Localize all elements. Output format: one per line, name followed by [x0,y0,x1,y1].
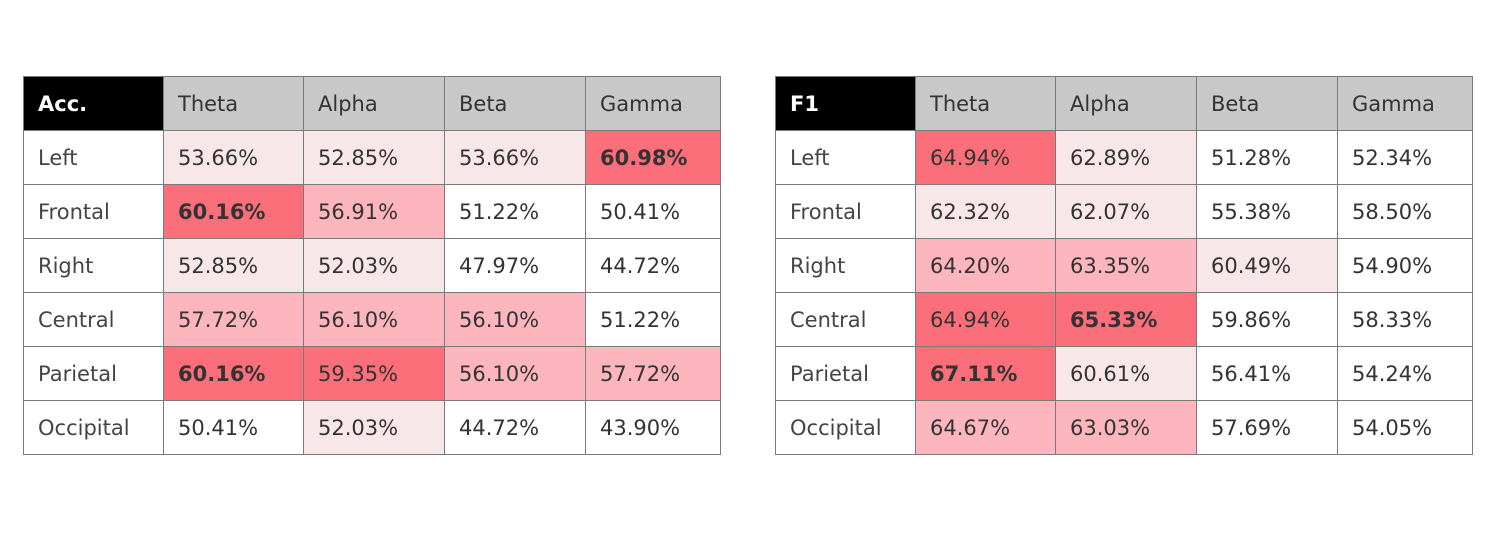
row-label: Right [23,238,164,293]
value-cell-alpha: 63.35% [1055,238,1197,293]
row-label: Occipital [775,400,916,455]
value-cell-beta: 47.97% [444,238,586,293]
value-cell-beta: 56.41% [1196,346,1338,401]
f1-table: F1 Theta Alpha Beta Gamma Left 64.94% 62.8… [775,76,1473,455]
value-cell-theta: 62.32% [915,184,1056,239]
table-row: Frontal 62.32% 62.07% 55.38% 58.50% [775,184,1473,239]
value-cell-theta: 60.16% [163,346,304,401]
f1-table-body: Left 64.94% 62.89% 51.28% 52.34% Frontal 62.32… [775,130,1473,455]
value-cell-alpha: 63.03% [1055,400,1197,455]
column-header-theta: Theta [915,76,1056,131]
value-cell-gamma: 60.98% [585,130,721,185]
value-cell-beta: 57.69% [1196,400,1338,455]
value-cell-gamma: 54.24% [1337,346,1473,401]
value-cell-beta: 51.22% [444,184,586,239]
table-row: Right 52.85% 52.03% 47.97% 44.72% [23,238,721,293]
value-cell-alpha: 56.91% [303,184,445,239]
metric-label: F1 [775,76,916,131]
row-label: Left [23,130,164,185]
value-cell-alpha: 59.35% [303,346,445,401]
value-cell-beta: 53.66% [444,130,586,185]
value-cell-theta: 64.94% [915,292,1056,347]
row-label: Occipital [23,400,164,455]
column-header-theta: Theta [163,76,304,131]
value-cell-gamma: 43.90% [585,400,721,455]
value-cell-beta: 44.72% [444,400,586,455]
table-row: Occipital 50.41% 52.03% 44.72% 43.90% [23,400,721,455]
row-label: Parietal [775,346,916,401]
accuracy-table-panel: Acc. Theta Alpha Beta Gamma Left 53.66% 52… [23,76,721,455]
value-cell-alpha: 56.10% [303,292,445,347]
value-cell-theta: 60.16% [163,184,304,239]
table-row: Left 53.66% 52.85% 53.66% 60.98% [23,130,721,185]
value-cell-gamma: 54.90% [1337,238,1473,293]
table-row: Left 64.94% 62.89% 51.28% 52.34% [775,130,1473,185]
value-cell-theta: 52.85% [163,238,304,293]
table-row: Parietal 67.11% 60.61% 56.41% 54.24% [775,346,1473,401]
value-cell-beta: 56.10% [444,292,586,347]
column-header-gamma: Gamma [585,76,721,131]
metric-label: Acc. [23,76,164,131]
value-cell-gamma: 58.33% [1337,292,1473,347]
f1-table-panel: F1 Theta Alpha Beta Gamma Left 64.94% 62.8… [775,76,1473,455]
value-cell-alpha: 65.33% [1055,292,1197,347]
row-label: Frontal [23,184,164,239]
value-cell-alpha: 60.61% [1055,346,1197,401]
column-header-beta: Beta [1196,76,1338,131]
row-label: Central [775,292,916,347]
value-cell-gamma: 50.41% [585,184,721,239]
value-cell-alpha: 52.03% [303,400,445,455]
row-label: Parietal [23,346,164,401]
value-cell-theta: 50.41% [163,400,304,455]
value-cell-gamma: 52.34% [1337,130,1473,185]
value-cell-alpha: 62.89% [1055,130,1197,185]
column-header-alpha: Alpha [303,76,445,131]
value-cell-theta: 53.66% [163,130,304,185]
value-cell-beta: 59.86% [1196,292,1338,347]
value-cell-beta: 60.49% [1196,238,1338,293]
table-row: Central 64.94% 65.33% 59.86% 58.33% [775,292,1473,347]
table-row: Frontal 60.16% 56.91% 51.22% 50.41% [23,184,721,239]
header-row: F1 Theta Alpha Beta Gamma [775,76,1473,131]
value-cell-theta: 67.11% [915,346,1056,401]
value-cell-theta: 64.67% [915,400,1056,455]
table-row: Parietal 60.16% 59.35% 56.10% 57.72% [23,346,721,401]
header-row: Acc. Theta Alpha Beta Gamma [23,76,721,131]
accuracy-table: Acc. Theta Alpha Beta Gamma Left 53.66% 52… [23,76,721,455]
column-header-beta: Beta [444,76,586,131]
table-row: Occipital 64.67% 63.03% 57.69% 54.05% [775,400,1473,455]
row-label: Central [23,292,164,347]
value-cell-gamma: 57.72% [585,346,721,401]
value-cell-theta: 64.94% [915,130,1056,185]
row-label: Frontal [775,184,916,239]
value-cell-beta: 51.28% [1196,130,1338,185]
table-row: Right 64.20% 63.35% 60.49% 54.90% [775,238,1473,293]
value-cell-gamma: 58.50% [1337,184,1473,239]
column-header-gamma: Gamma [1337,76,1473,131]
table-row: Central 57.72% 56.10% 56.10% 51.22% [23,292,721,347]
value-cell-beta: 55.38% [1196,184,1338,239]
row-label: Left [775,130,916,185]
row-label: Right [775,238,916,293]
value-cell-gamma: 44.72% [585,238,721,293]
column-header-alpha: Alpha [1055,76,1197,131]
accuracy-table-body: Left 53.66% 52.85% 53.66% 60.98% Frontal 60.16… [23,130,721,455]
value-cell-theta: 64.20% [915,238,1056,293]
value-cell-beta: 56.10% [444,346,586,401]
value-cell-gamma: 51.22% [585,292,721,347]
value-cell-alpha: 52.03% [303,238,445,293]
value-cell-gamma: 54.05% [1337,400,1473,455]
value-cell-alpha: 52.85% [303,130,445,185]
value-cell-alpha: 62.07% [1055,184,1197,239]
value-cell-theta: 57.72% [163,292,304,347]
